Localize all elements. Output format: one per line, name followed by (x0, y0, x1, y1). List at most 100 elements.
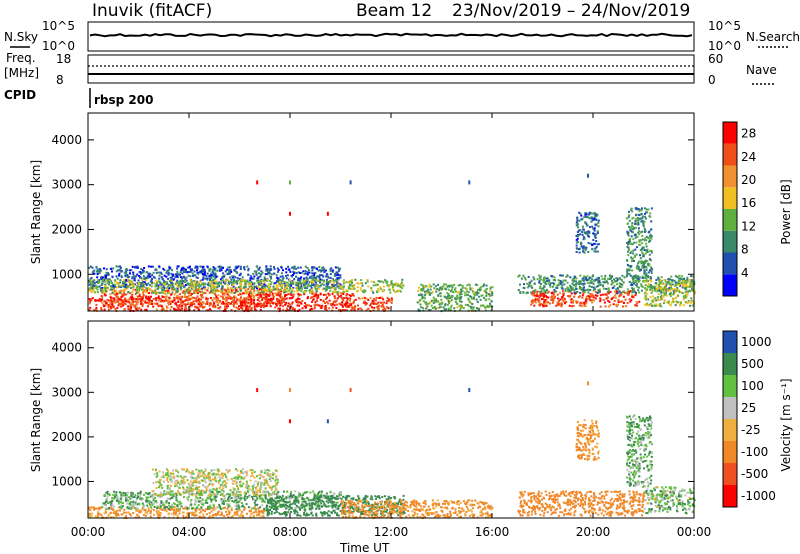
data-cell (377, 290, 380, 293)
data-cell (615, 303, 618, 306)
data-cell (255, 272, 258, 275)
data-cell (644, 298, 647, 301)
data-cell (315, 299, 318, 302)
data-dot (256, 180, 259, 185)
data-cell (203, 292, 206, 295)
data-cell (115, 281, 118, 284)
data-cell (477, 292, 480, 294)
data-cell (203, 286, 206, 289)
data-cell (224, 282, 227, 285)
data-cell (220, 511, 223, 514)
data-cell (345, 309, 348, 312)
data-cell (544, 281, 547, 284)
data-cell (402, 284, 405, 287)
data-cell (690, 283, 693, 286)
data-cell (213, 280, 216, 283)
data-cell (145, 291, 148, 294)
data-cell (629, 265, 632, 268)
data-cell (342, 280, 345, 283)
data-cell (232, 285, 235, 288)
data-cell (529, 281, 532, 284)
data-cell (261, 271, 264, 274)
data-cell (217, 283, 220, 286)
data-cell (299, 279, 302, 282)
data-cell (208, 304, 211, 307)
data-cell (298, 304, 301, 307)
data-cell (618, 290, 621, 293)
data-cell (127, 305, 130, 308)
data-cell (180, 269, 183, 272)
data-cell (202, 274, 205, 277)
data-cell (631, 283, 634, 286)
data-cell (278, 278, 281, 281)
data-cell (316, 287, 319, 290)
data-cell (689, 283, 692, 286)
data-cell (646, 236, 649, 239)
data-cell (386, 300, 389, 302)
data-cell (267, 300, 270, 303)
data-cell (170, 283, 173, 286)
data-cell (250, 299, 253, 302)
data-cell (183, 270, 186, 273)
data-cell (569, 276, 572, 279)
data-cell (206, 302, 209, 305)
data-cell (189, 302, 192, 305)
data-cell (321, 269, 324, 271)
data-cell (129, 287, 132, 289)
data-cell (449, 306, 452, 309)
data-cell (218, 307, 221, 310)
data-cell (200, 298, 202, 301)
data-cell (238, 515, 241, 518)
data-cell (599, 284, 602, 286)
data-cell (260, 305, 263, 308)
data-cell (389, 284, 392, 287)
data-cell (224, 305, 226, 308)
data-cell (651, 287, 654, 290)
data-cell (614, 290, 617, 293)
data-cell (569, 286, 572, 289)
data-cell (214, 277, 217, 280)
data-cell (603, 301, 606, 304)
data-cell (188, 309, 191, 311)
data-cell (645, 279, 648, 282)
data-cell (620, 286, 623, 289)
data-cell (170, 272, 173, 275)
data-cell (339, 274, 342, 277)
data-cell (318, 304, 321, 307)
data-cell (216, 269, 219, 272)
data-cell (90, 282, 93, 285)
date-range: 23/Nov/2019 – 24/Nov/2019 (452, 1, 690, 21)
data-cell (142, 271, 145, 274)
data-cell (688, 282, 691, 285)
data-cell (193, 270, 196, 273)
data-cell (371, 301, 374, 304)
data-cell (639, 260, 642, 263)
data-cell (627, 234, 630, 237)
data-cell (661, 297, 664, 300)
data-cell (369, 303, 372, 306)
data-cell (626, 291, 629, 294)
data-cell (146, 289, 148, 292)
data-cell (206, 301, 209, 304)
data-cell (215, 280, 218, 283)
data-cell (338, 287, 341, 290)
data-cell (439, 288, 442, 291)
data-cell (284, 281, 287, 284)
data-cell (96, 291, 99, 294)
data-cell (213, 506, 216, 508)
data-cell (311, 274, 314, 277)
data-cell (264, 278, 267, 281)
data-cell (215, 295, 218, 298)
data-cell (96, 273, 99, 276)
data-cell (298, 308, 301, 311)
data-cell (567, 287, 570, 290)
data-cell (172, 299, 175, 302)
data-cell (644, 229, 647, 232)
data-cell (554, 290, 557, 293)
data-cell (580, 245, 583, 248)
data-cell (253, 297, 256, 300)
data-cell (341, 305, 344, 308)
data-cell (311, 292, 314, 295)
data-cell (627, 248, 630, 251)
data-cell (191, 303, 193, 306)
